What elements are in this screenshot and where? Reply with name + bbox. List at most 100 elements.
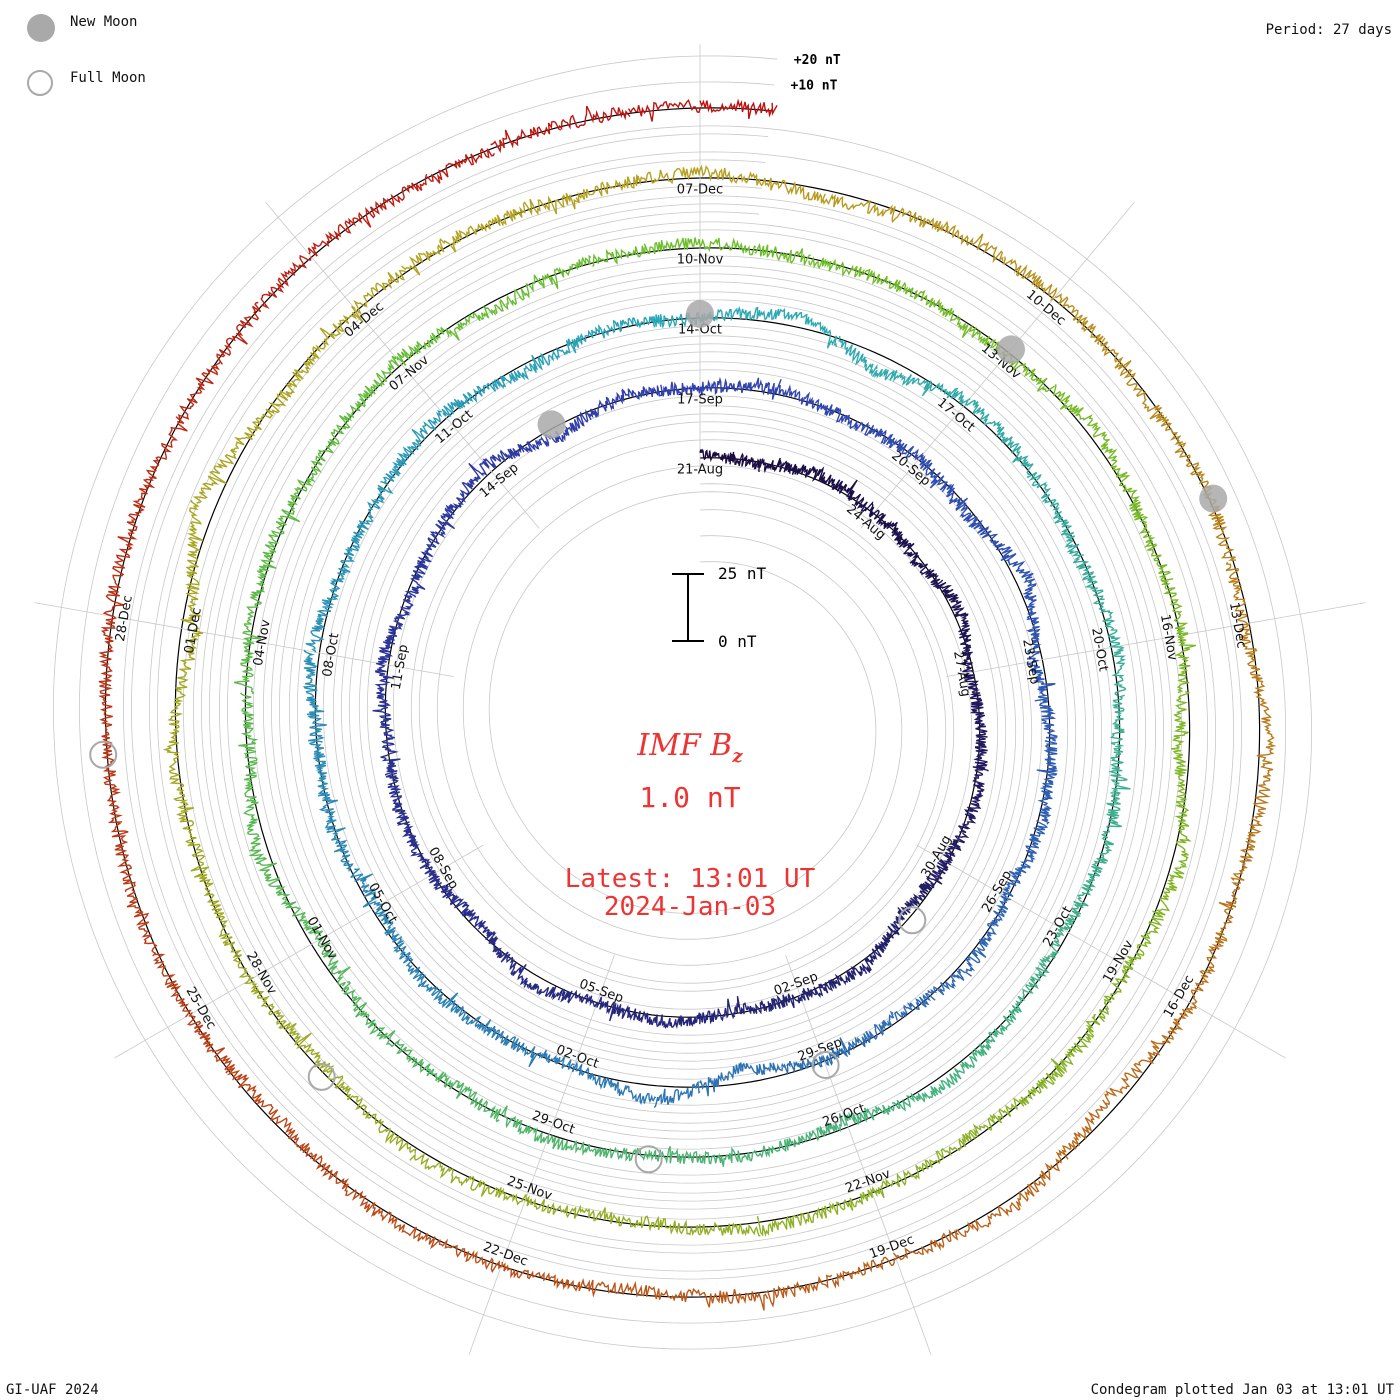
- bz-trace-segment: [995, 546, 1034, 580]
- grid-spoke: [916, 844, 1286, 1059]
- latest-date: 2024-Jan-03: [603, 892, 777, 922]
- bz-trace-segment: [730, 451, 762, 473]
- bz-trace-segment: [847, 419, 887, 444]
- bz-trace-segment: [771, 102, 778, 116]
- bz-trace-segment: [838, 335, 878, 377]
- bz-trace-segment: [480, 923, 503, 959]
- bz-trace-segment: [187, 499, 204, 570]
- bz-trace-segment: [627, 99, 702, 122]
- date-label: 25-Nov: [505, 1174, 554, 1204]
- bz-trace-segment: [1026, 619, 1042, 662]
- bz-trace-segment: [628, 1008, 666, 1028]
- bz-trace-segment: [699, 1063, 742, 1097]
- bz-trace-segment: [1152, 863, 1188, 918]
- bz-trace-segment: [175, 629, 204, 691]
- period-label: Period: 27 days: [1265, 22, 1392, 38]
- bz-trace-segment: [612, 1081, 657, 1106]
- new-moon-marker: [1199, 484, 1228, 513]
- bz-trace-segment: [943, 832, 970, 866]
- bz-trace-segment: [231, 402, 281, 451]
- bz-trace-segment: [1015, 1149, 1066, 1207]
- parameter-title: IMF Bz: [480, 726, 900, 777]
- bz-trace-segment: [750, 1136, 801, 1162]
- bz-trace-segment: [409, 842, 437, 878]
- date-label: 11-Sep: [389, 643, 412, 691]
- bz-trace-segment: [969, 1097, 1023, 1138]
- parameter-title-main: IMF B: [637, 728, 733, 763]
- bz-trace-segment: [1008, 971, 1043, 1017]
- moon-markers: [89, 300, 1228, 1174]
- bz-trace-segment: [1111, 646, 1127, 697]
- bz-trace-segment: [932, 579, 962, 611]
- bz-trace-segment: [555, 409, 592, 442]
- bz-trace-segment: [327, 400, 366, 447]
- grid-spiral: [156, 159, 1208, 1246]
- bz-trace-segment: [596, 1146, 651, 1162]
- bz-trace-segment: [454, 1005, 497, 1037]
- bz-trace-segment: [977, 1014, 1017, 1056]
- bz-trace-segment: [98, 615, 117, 687]
- bz-trace-segment: [582, 1207, 642, 1229]
- bz-trace-segment: [938, 1047, 983, 1091]
- bz-trace-segment: [426, 147, 495, 184]
- bz-trace-segment: [1053, 384, 1098, 429]
- bz-trace-segment: [455, 209, 518, 243]
- bz-trace-segment: [162, 688, 186, 752]
- bz-trace-segment: [632, 1280, 701, 1303]
- date-label: 10-Nov: [677, 253, 724, 268]
- new-moon-icon: [27, 14, 55, 42]
- bz-trace-segment: [699, 237, 757, 256]
- bz-trace-segment: [490, 120, 562, 154]
- bz-trace-segment: [1034, 928, 1065, 977]
- current-value: 1.0 nT: [639, 781, 741, 814]
- bz-trace-segment: [739, 377, 782, 400]
- bz-trace-segment: [733, 996, 769, 1015]
- reference-level-label: +10 nT: [791, 79, 838, 94]
- bz-trace-segment: [326, 827, 354, 872]
- bz-trace-segment: [321, 565, 351, 609]
- bz-trace-segment: [830, 965, 865, 989]
- bz-trace-segment: [795, 311, 838, 349]
- bz-trace-segment: [1190, 944, 1224, 1008]
- bz-trace-segment: [699, 448, 732, 465]
- bz-trace-segment: [1109, 694, 1125, 746]
- bz-trace-segment: [350, 868, 381, 908]
- bz-trace-segment: [972, 735, 989, 772]
- bz-trace-segment: [1024, 820, 1049, 863]
- bz-trace-segment: [1092, 600, 1122, 649]
- bz-trace-segment: [525, 1195, 584, 1219]
- bz-trace-segment: [308, 741, 328, 788]
- date-label: 07-Dec: [677, 183, 723, 198]
- bz-trace-segment: [280, 898, 328, 940]
- bz-trace-segment: [380, 737, 401, 776]
- bz-trace-segment: [320, 1164, 378, 1218]
- full-moon-icon: [27, 70, 53, 96]
- bz-trace-segment: [640, 1215, 701, 1237]
- bz-trace-segment: [1118, 475, 1149, 530]
- bz-trace-segment: [910, 558, 941, 586]
- bz-trace-segment: [126, 889, 158, 957]
- parameter-title-sub: z: [732, 746, 743, 767]
- bz-trace-segment: [663, 1012, 701, 1030]
- scale-bar-line: [687, 574, 689, 642]
- bz-trace-segment: [587, 389, 625, 419]
- bz-trace-segment: [374, 903, 404, 945]
- grid-spoke: [785, 954, 932, 1356]
- bz-trace-segment: [493, 274, 543, 315]
- bz-trace-segment: [1172, 691, 1191, 749]
- date-label: 13-Dec: [1226, 601, 1249, 649]
- bz-trace-segment: [1002, 256, 1058, 301]
- bz-trace-segment: [919, 455, 948, 493]
- bz-trace-segment: [459, 461, 490, 498]
- bz-trace-segment: [698, 1146, 752, 1167]
- bz-trace-segment: [1025, 659, 1056, 702]
- bz-trace-segment: [152, 953, 192, 1018]
- bz-trace-segment: [233, 639, 255, 695]
- bz-trace-segment: [469, 1175, 528, 1206]
- plotted-timestamp: Condegram plotted Jan 03 at 13:01 UT: [1090, 1382, 1394, 1398]
- bz-trace-segment: [307, 211, 372, 257]
- bz-trace-segment: [1022, 578, 1039, 622]
- bz-trace-segment: [1000, 432, 1034, 476]
- bz-trace-segment: [945, 483, 974, 522]
